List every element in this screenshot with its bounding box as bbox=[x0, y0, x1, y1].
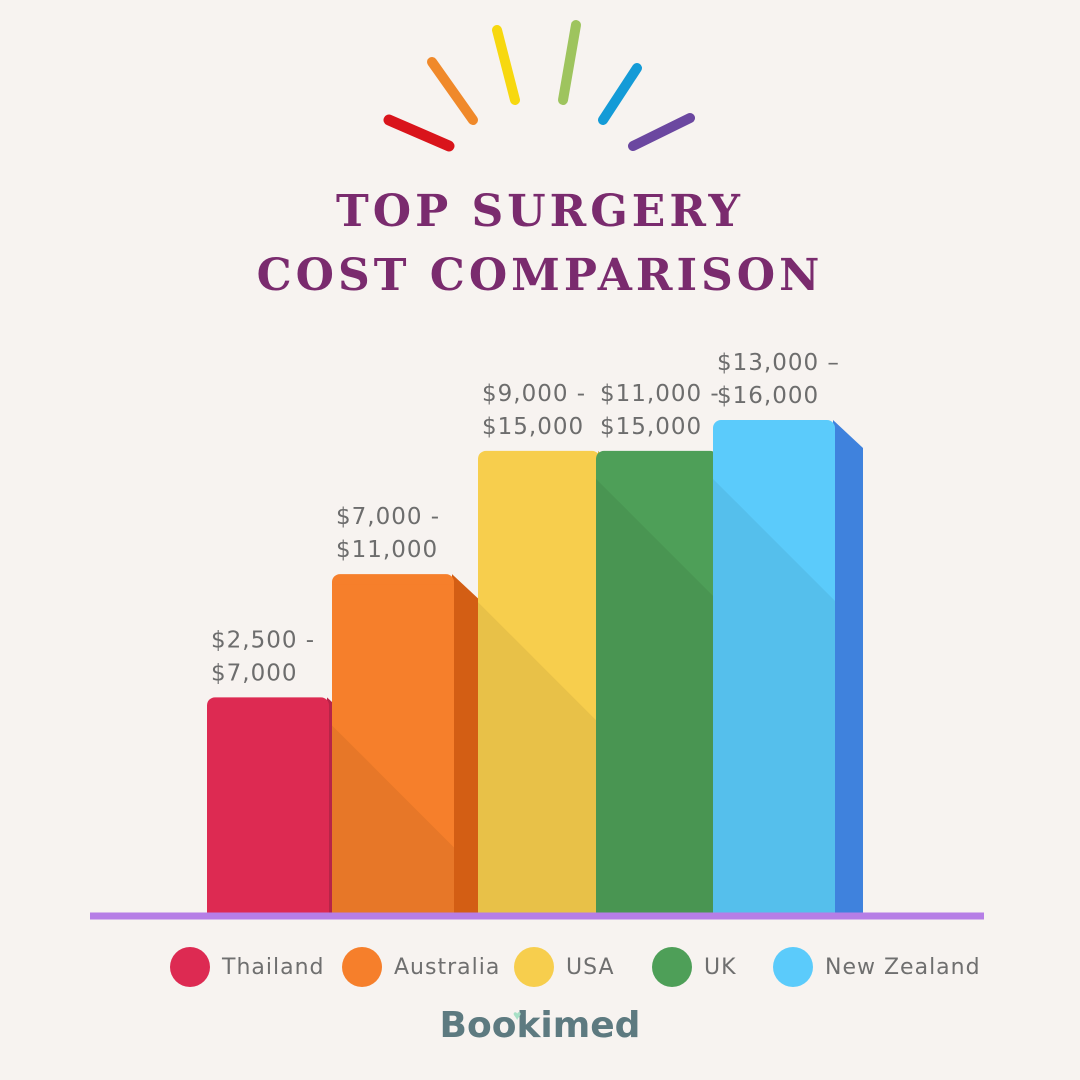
legend-item: Australia bbox=[342, 945, 500, 989]
value-label: $7,000 bbox=[211, 660, 297, 686]
legend-item: USA bbox=[514, 945, 615, 989]
value-label: $2,500 - bbox=[211, 627, 315, 653]
bar-front-fill bbox=[713, 430, 835, 913]
legend-label: USA bbox=[566, 954, 615, 980]
sunburst-stroke bbox=[492, 25, 520, 105]
chart-title-line-2: COST COMPARISON bbox=[256, 250, 824, 301]
brand-name: Bookimed bbox=[439, 1005, 641, 1046]
legend-swatch bbox=[773, 947, 813, 987]
bar-front-fill bbox=[478, 460, 600, 913]
legend-swatch bbox=[652, 947, 692, 987]
bar-shade bbox=[596, 478, 718, 913]
heart-icon: ♥ bbox=[513, 1007, 522, 1023]
value-label: $11,000 bbox=[336, 537, 438, 563]
bar-side bbox=[452, 574, 482, 913]
sunburst-stroke bbox=[427, 57, 478, 125]
bar-front-fill bbox=[207, 707, 329, 913]
bar-australia bbox=[332, 574, 482, 913]
value-label: $15,000 bbox=[482, 414, 584, 440]
value-label: $15,000 bbox=[600, 414, 702, 440]
value-label: $16,000 bbox=[717, 383, 819, 409]
bar-front-fill bbox=[596, 460, 718, 913]
value-label: $11,000 - bbox=[600, 381, 720, 407]
legend-label: Australia bbox=[394, 954, 501, 980]
bar-shade bbox=[478, 602, 600, 913]
bar-shade bbox=[713, 478, 835, 913]
sunburst-stroke bbox=[383, 114, 455, 152]
brand-logo: Bookimed ♥ bbox=[0, 1005, 1080, 1046]
bar-front-fill bbox=[332, 584, 454, 913]
bar-chart: $2,500 - $7,000 $7,000 - $11,000 $9,000 - $15… bbox=[90, 350, 984, 920]
value-label: $13,000 – bbox=[717, 350, 840, 376]
chart-title-line-1: TOP SURGERY bbox=[336, 186, 744, 237]
sunburst-stroke bbox=[628, 113, 695, 151]
bar-shade bbox=[332, 725, 454, 913]
legend-label: New Zealand bbox=[825, 954, 981, 980]
legend-label: UK bbox=[704, 954, 737, 980]
sunburst-stroke bbox=[598, 63, 642, 125]
legend-swatch bbox=[342, 947, 382, 987]
legend-item: New Zealand bbox=[773, 945, 981, 989]
bar-new-zealand bbox=[713, 420, 863, 913]
sunburst-stroke bbox=[558, 20, 581, 105]
legend: Thailand Australia USA UK New Zealand bbox=[0, 945, 1080, 989]
value-label: $9,000 - bbox=[482, 381, 586, 407]
legend-swatch bbox=[170, 947, 210, 987]
sunburst-decoration bbox=[383, 20, 695, 152]
legend-item: UK bbox=[652, 945, 737, 989]
legend-label: Thailand bbox=[222, 954, 325, 980]
legend-swatch bbox=[514, 947, 554, 987]
legend-item: Thailand bbox=[170, 945, 324, 989]
bar-side bbox=[833, 420, 863, 913]
value-label: $7,000 - bbox=[336, 504, 440, 530]
